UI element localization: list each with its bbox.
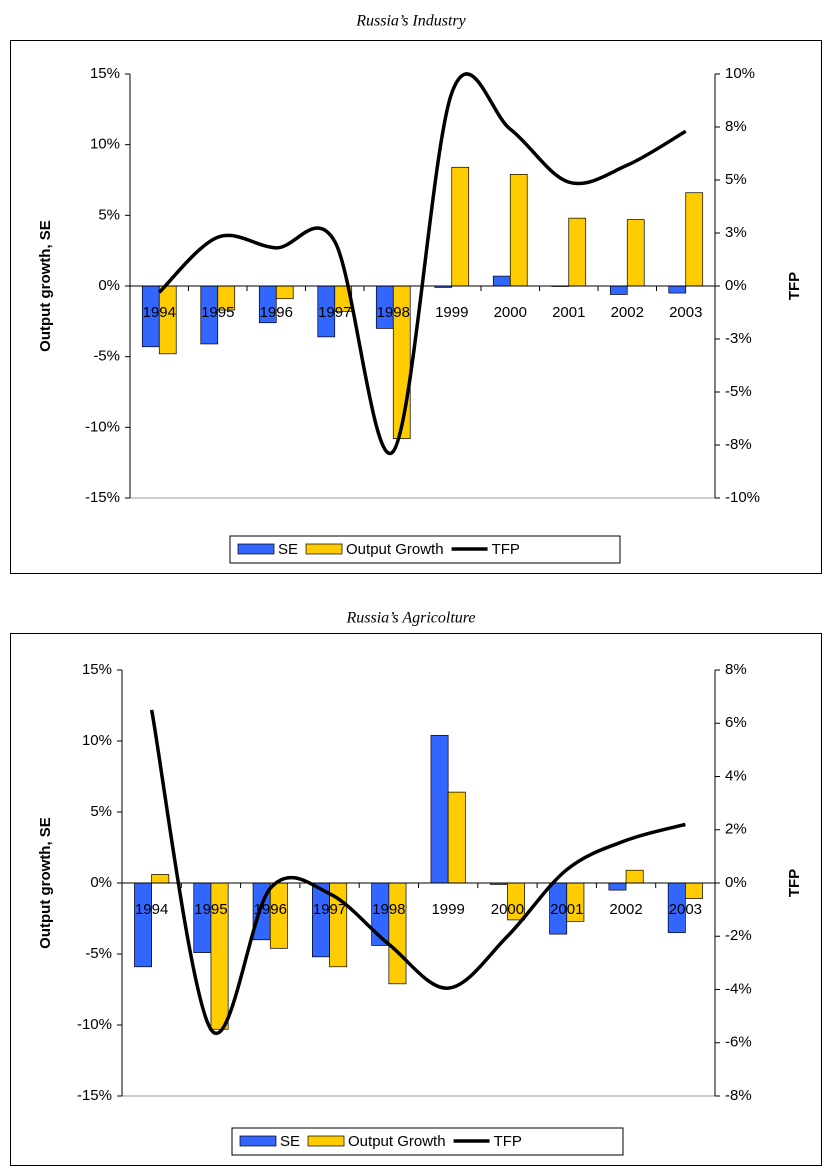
y2-tick-label: 2% <box>725 821 747 838</box>
y2-tick-label: 3% <box>725 224 747 241</box>
x-tick-label: 2001 <box>552 304 585 321</box>
bar <box>388 882 407 985</box>
y2-tick-label: -4% <box>725 980 752 997</box>
line <box>158 72 687 456</box>
bar <box>625 869 644 884</box>
y-tick-label: 5% <box>98 206 120 223</box>
y-tick-label: -10% <box>85 418 120 435</box>
y-tick-label: 15% <box>90 65 120 82</box>
x-tick-label: 2003 <box>669 901 702 918</box>
y2-tick-label: -3% <box>725 330 752 347</box>
bar <box>151 874 170 884</box>
chart-frame <box>10 633 822 1166</box>
y2-tick-label: 0% <box>725 277 747 294</box>
bar <box>608 882 627 891</box>
legend-label: SE <box>278 541 298 558</box>
y-tick-label: 10% <box>82 732 112 749</box>
y-tick-label: 15% <box>82 661 112 678</box>
bar <box>668 285 687 294</box>
x-tick-label: 1998 <box>377 304 410 321</box>
legend-box <box>229 535 621 564</box>
x-tick-label: 2001 <box>550 901 583 918</box>
bar <box>685 192 704 287</box>
bar <box>134 882 153 968</box>
y2-tick-label: -8% <box>725 436 752 453</box>
x-tick-label: 1994 <box>135 901 168 918</box>
x-tick-label: 1995 <box>201 304 234 321</box>
y-tick-label: -10% <box>77 1016 112 1033</box>
bar <box>626 219 645 287</box>
legend-swatch <box>237 543 275 555</box>
y2-tick-label: 5% <box>725 171 747 188</box>
y2-axis-title: TFP <box>786 272 803 300</box>
y2-tick-label: -8% <box>725 1087 752 1104</box>
bar <box>568 217 587 287</box>
y-tick-label: -5% <box>85 945 112 962</box>
y-axis-title: Output growth, SE <box>37 817 54 949</box>
x-tick-label: 2000 <box>491 901 524 918</box>
legend-label: Output Growth <box>348 1133 446 1150</box>
bar <box>447 791 466 884</box>
bar <box>275 285 294 300</box>
bar <box>430 734 449 884</box>
y-tick-label: 5% <box>90 803 112 820</box>
bar <box>609 285 628 295</box>
line <box>149 709 686 1035</box>
y-tick-label: 0% <box>98 277 120 294</box>
bar <box>451 166 470 287</box>
y2-tick-label: 0% <box>725 874 747 891</box>
y2-tick-label: 10% <box>725 65 755 82</box>
chart-title: Russia’s Agricolture <box>345 610 475 627</box>
x-tick-label: 2003 <box>669 304 702 321</box>
y-tick-label: -15% <box>85 489 120 506</box>
chart-title: Russia’s Industry <box>355 13 466 30</box>
legend-label: SE <box>280 1133 300 1150</box>
legend-label: Output Growth <box>346 541 444 558</box>
legend-swatch <box>305 543 343 555</box>
y2-tick-label: -2% <box>725 927 752 944</box>
bar <box>492 275 511 287</box>
bar <box>509 173 528 287</box>
y2-tick-label: 4% <box>725 767 747 784</box>
y2-tick-label: 8% <box>725 118 747 135</box>
y2-tick-label: -5% <box>725 383 752 400</box>
y-tick-label: 10% <box>90 136 120 153</box>
x-tick-label: 2000 <box>494 304 527 321</box>
y2-tick-label: 8% <box>725 661 747 678</box>
y-axis-title: Output growth, SE <box>37 220 54 352</box>
legend-label: TFP <box>494 1133 522 1150</box>
y2-tick-label: 6% <box>725 714 747 731</box>
x-tick-label: 1998 <box>372 901 405 918</box>
x-tick-label: 1999 <box>435 304 468 321</box>
x-tick-label: 1997 <box>318 304 351 321</box>
x-tick-label: 1997 <box>313 901 346 918</box>
y2-tick-label: -10% <box>725 489 760 506</box>
legend-box <box>231 1127 624 1156</box>
x-tick-label: 1995 <box>194 901 227 918</box>
legend-swatch <box>239 1135 277 1147</box>
y2-tick-label: -6% <box>725 1034 752 1051</box>
x-tick-label: 1994 <box>143 304 176 321</box>
x-tick-label: 2002 <box>611 304 644 321</box>
y-tick-label: 0% <box>90 874 112 891</box>
bar <box>684 882 703 899</box>
legend-swatch <box>307 1135 345 1147</box>
y-tick-label: -15% <box>77 1087 112 1104</box>
legend-label: TFP <box>492 541 520 558</box>
x-tick-label: 1996 <box>260 304 293 321</box>
y2-axis-title: TFP <box>786 869 803 897</box>
x-tick-label: 1999 <box>431 901 464 918</box>
y-tick-label: -5% <box>93 348 120 365</box>
x-tick-label: 2002 <box>609 901 642 918</box>
